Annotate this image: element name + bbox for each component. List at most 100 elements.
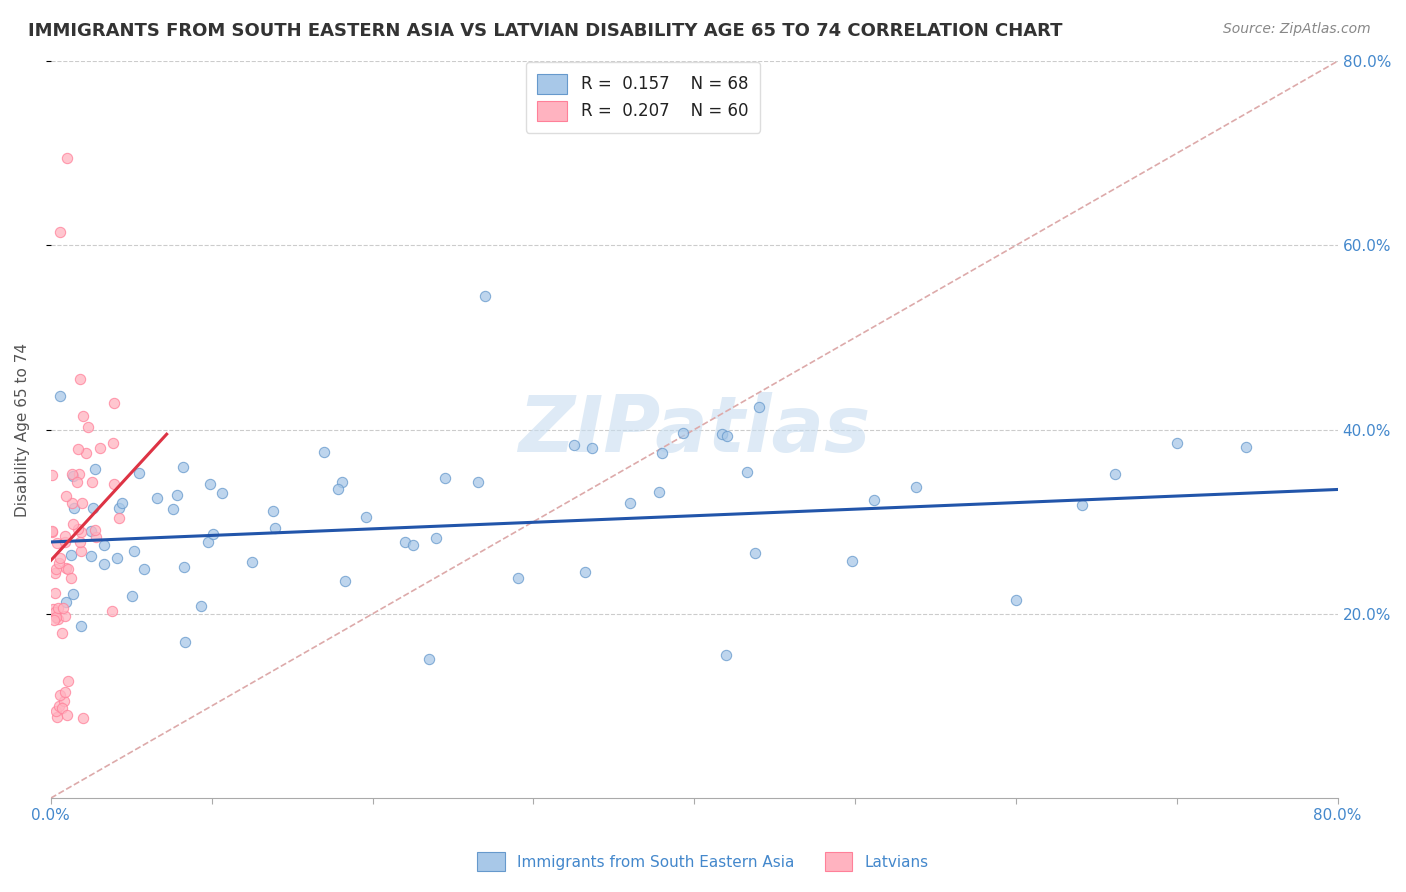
- Point: [52, 694, 75, 708]
- Point: [146, 491, 169, 506]
- Point: [240, 556, 263, 570]
- Point: [197, 535, 219, 549]
- Point: [574, 565, 596, 579]
- Point: [45, 536, 67, 550]
- Point: [60, 496, 83, 510]
- Point: [44, 566, 66, 580]
- Point: [672, 425, 695, 440]
- Point: [46, 600, 69, 615]
- Point: [100, 604, 122, 618]
- Point: [46, 612, 69, 626]
- Point: [354, 510, 377, 524]
- Point: [744, 546, 766, 560]
- Point: [49, 688, 72, 702]
- Point: [62, 469, 84, 483]
- Point: [619, 496, 641, 510]
- Point: [262, 504, 284, 518]
- Point: [49, 225, 72, 239]
- Point: [474, 289, 496, 303]
- Point: [70, 524, 93, 539]
- Point: [93, 558, 115, 572]
- Point: [53, 685, 76, 699]
- Point: [314, 445, 336, 459]
- Legend: R =  0.157    N = 68, R =  0.207    N = 60: R = 0.157 N = 68, R = 0.207 N = 60: [526, 62, 759, 133]
- Point: [1234, 440, 1257, 454]
- Point: [42, 614, 65, 628]
- Point: [105, 551, 128, 566]
- Point: [108, 500, 131, 515]
- Point: [328, 482, 350, 496]
- Point: [51, 626, 73, 640]
- Point: [69, 372, 91, 386]
- Point: [402, 538, 425, 552]
- Point: [62, 516, 84, 531]
- Point: [202, 526, 225, 541]
- Point: [60, 571, 83, 585]
- Point: [737, 465, 759, 479]
- Point: [716, 648, 738, 663]
- Point: [425, 531, 447, 545]
- Point: [83, 523, 105, 537]
- Point: [1104, 467, 1126, 481]
- Point: [174, 635, 197, 649]
- Point: [862, 493, 884, 508]
- Point: [53, 535, 76, 549]
- Text: Source: ZipAtlas.com: Source: ZipAtlas.com: [1223, 22, 1371, 37]
- Point: [162, 501, 184, 516]
- Point: [84, 530, 107, 544]
- Point: [1166, 436, 1188, 450]
- Point: [48, 556, 70, 570]
- Point: [66, 475, 89, 490]
- Point: [62, 586, 84, 600]
- Point: [581, 442, 603, 456]
- Point: [41, 524, 63, 539]
- Point: [49, 550, 72, 565]
- Point: [716, 429, 738, 443]
- Point: [62, 500, 84, 515]
- Point: [55, 561, 77, 575]
- Point: [49, 389, 72, 403]
- Point: [53, 529, 76, 543]
- Text: ZIPatlas: ZIPatlas: [519, 392, 870, 467]
- Point: [60, 467, 83, 481]
- Point: [44, 586, 66, 600]
- Point: [83, 462, 105, 476]
- Point: [41, 468, 63, 483]
- Point: [70, 544, 93, 558]
- Point: [89, 441, 111, 455]
- Point: [264, 521, 287, 535]
- Point: [132, 562, 155, 576]
- Point: [70, 496, 93, 510]
- Point: [72, 711, 94, 725]
- Y-axis label: Disability Age 65 to 74: Disability Age 65 to 74: [15, 343, 30, 516]
- Point: [66, 522, 89, 536]
- Point: [111, 496, 134, 510]
- Point: [166, 488, 188, 502]
- Point: [332, 475, 354, 490]
- Point: [103, 477, 125, 491]
- Point: [51, 700, 73, 714]
- Point: [52, 601, 75, 615]
- Point: [190, 599, 212, 614]
- Point: [45, 704, 67, 718]
- Point: [69, 535, 91, 549]
- Point: [80, 524, 103, 538]
- Point: [121, 589, 143, 603]
- Point: [46, 710, 69, 724]
- Point: [67, 467, 90, 482]
- Point: [103, 396, 125, 410]
- Point: [333, 574, 356, 588]
- Point: [59, 549, 82, 563]
- Point: [648, 484, 671, 499]
- Point: [1070, 498, 1092, 512]
- Point: [80, 475, 103, 490]
- Point: [67, 442, 90, 456]
- Point: [53, 608, 76, 623]
- Point: [42, 601, 65, 615]
- Point: [56, 562, 79, 576]
- Point: [56, 674, 79, 689]
- Point: [82, 500, 104, 515]
- Point: [76, 420, 98, 434]
- Point: [44, 605, 66, 619]
- Point: [80, 549, 103, 563]
